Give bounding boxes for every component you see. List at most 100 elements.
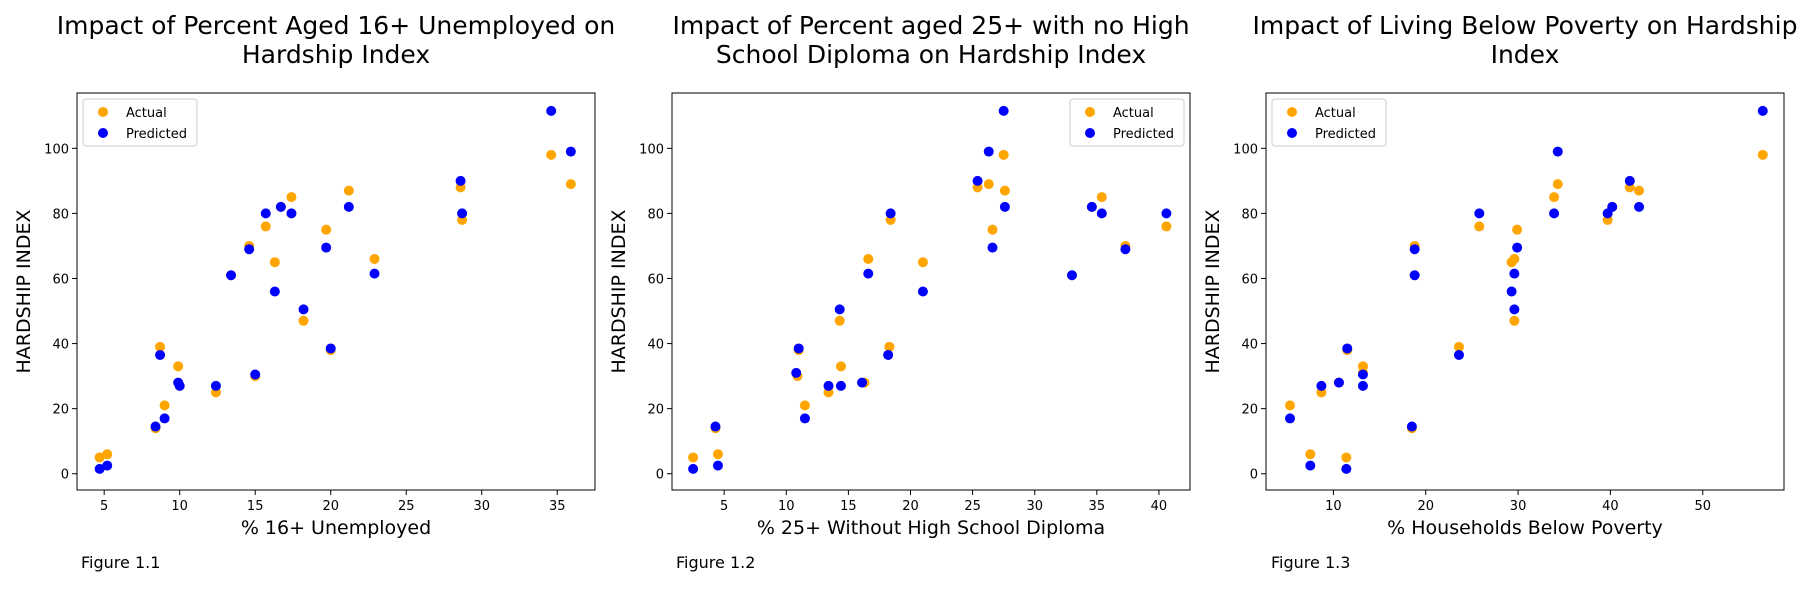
predicted-point bbox=[226, 270, 237, 281]
x-axis-label: % Households Below Poverty bbox=[1387, 517, 1663, 539]
actual-point bbox=[917, 257, 928, 268]
x-tick-label: 30 bbox=[1510, 499, 1527, 514]
legend-marker-predicted bbox=[98, 128, 108, 138]
actual-point bbox=[1552, 179, 1563, 190]
series-predicted bbox=[688, 105, 1172, 474]
predicted-point bbox=[1549, 208, 1560, 219]
series-actual bbox=[688, 149, 1172, 463]
predicted-point bbox=[972, 175, 983, 186]
predicted-point bbox=[94, 463, 105, 474]
predicted-point bbox=[1285, 413, 1296, 424]
figure-caption: Figure 1.1 bbox=[81, 553, 160, 572]
y-axis-label: HARDSHIP INDEX bbox=[13, 209, 35, 373]
x-tick-label: 15 bbox=[840, 499, 857, 514]
x-tick-label: 25 bbox=[964, 499, 981, 514]
actual-point bbox=[884, 341, 895, 352]
y-tick-label: 80 bbox=[647, 207, 664, 222]
legend-label-predicted: Predicted bbox=[1113, 127, 1174, 142]
x-tick-label: 10 bbox=[171, 499, 188, 514]
y-tick-label: 60 bbox=[647, 272, 664, 287]
chart-panel-1: Impact of Percent Aged 16+ Unemployed on… bbox=[13, 11, 615, 572]
predicted-point bbox=[983, 146, 994, 157]
x-tick-label: 40 bbox=[1602, 499, 1619, 514]
actual-point bbox=[1096, 192, 1107, 203]
legend-marker-actual bbox=[1085, 107, 1095, 117]
predicted-point bbox=[1333, 377, 1344, 388]
predicted-point bbox=[799, 413, 810, 424]
predicted-point bbox=[1096, 208, 1107, 219]
predicted-point bbox=[1406, 421, 1417, 432]
y-tick-label: 20 bbox=[647, 403, 664, 418]
predicted-point bbox=[791, 367, 802, 378]
actual-point bbox=[343, 185, 354, 196]
predicted-point bbox=[250, 369, 261, 380]
x-tick-label: 40 bbox=[1151, 499, 1168, 514]
actual-point bbox=[94, 452, 105, 463]
predicted-point bbox=[565, 146, 576, 157]
actual-point bbox=[1634, 185, 1645, 196]
y-tick-label: 100 bbox=[44, 142, 69, 157]
chart-title-line: Impact of Living Below Poverty on Hardsh… bbox=[1253, 11, 1798, 40]
x-tick-label: 10 bbox=[1325, 499, 1342, 514]
predicted-point bbox=[286, 208, 297, 219]
y-tick-label: 100 bbox=[639, 142, 664, 157]
actual-point bbox=[998, 149, 1009, 160]
y-tick-label: 20 bbox=[1241, 403, 1258, 418]
series-actual bbox=[1285, 149, 1768, 463]
x-tick-label: 5 bbox=[100, 499, 108, 514]
actual-point bbox=[260, 221, 271, 232]
predicted-point bbox=[835, 380, 846, 391]
actual-point bbox=[369, 253, 380, 264]
predicted-point bbox=[885, 208, 896, 219]
actual-point bbox=[1509, 253, 1520, 264]
x-tick-label: 10 bbox=[778, 499, 795, 514]
plot-frame bbox=[671, 92, 1191, 491]
actual-point bbox=[863, 253, 874, 264]
predicted-point bbox=[321, 242, 332, 253]
actual-point bbox=[688, 452, 699, 463]
predicted-point bbox=[823, 380, 834, 391]
predicted-point bbox=[159, 413, 170, 424]
y-tick-label: 40 bbox=[647, 338, 664, 353]
predicted-point bbox=[712, 460, 723, 471]
plot-frame bbox=[76, 92, 596, 491]
predicted-point bbox=[369, 268, 380, 279]
predicted-point bbox=[710, 421, 721, 432]
actual-point bbox=[1474, 221, 1485, 232]
predicted-point bbox=[917, 286, 928, 297]
actual-point bbox=[1757, 149, 1768, 160]
legend-box bbox=[1271, 98, 1387, 147]
chart-title-line: Hardship Index bbox=[242, 40, 430, 69]
x-tick-label: 50 bbox=[1694, 499, 1711, 514]
actual-point bbox=[321, 224, 332, 235]
x-tick-label: 20 bbox=[902, 499, 919, 514]
y-tick-label: 60 bbox=[1241, 272, 1258, 287]
predicted-point bbox=[244, 244, 255, 255]
predicted-point bbox=[857, 377, 868, 388]
predicted-point bbox=[260, 208, 271, 219]
legend-label-predicted: Predicted bbox=[126, 127, 187, 142]
predicted-point bbox=[174, 380, 185, 391]
legend: Actual Predicted bbox=[1069, 98, 1185, 147]
predicted-point bbox=[1066, 270, 1077, 281]
y-tick-label: 20 bbox=[52, 403, 69, 418]
predicted-point bbox=[457, 208, 468, 219]
actual-point bbox=[173, 361, 184, 372]
predicted-point bbox=[1342, 343, 1353, 354]
predicted-point bbox=[1634, 201, 1645, 212]
y-tick-label: 0 bbox=[656, 468, 664, 483]
plot-frame bbox=[1265, 92, 1785, 491]
legend-label-predicted: Predicted bbox=[1315, 127, 1376, 142]
actual-point bbox=[565, 179, 576, 190]
legend-label-actual: Actual bbox=[1113, 106, 1154, 121]
predicted-point bbox=[1086, 201, 1097, 212]
y-tick-label: 100 bbox=[1233, 142, 1258, 157]
actual-point bbox=[286, 192, 297, 203]
actual-point bbox=[1453, 341, 1464, 352]
legend-marker-actual bbox=[98, 107, 108, 117]
predicted-point bbox=[1509, 268, 1520, 279]
predicted-point bbox=[1409, 270, 1420, 281]
legend: Actual Predicted bbox=[82, 98, 198, 147]
